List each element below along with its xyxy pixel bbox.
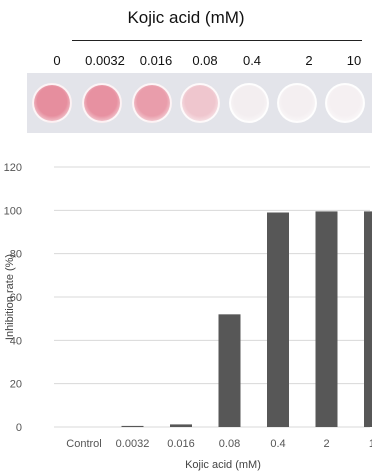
bar — [170, 424, 192, 427]
y-tick-label: 20 — [10, 379, 22, 391]
bar — [218, 314, 241, 427]
x-axis-title: Kojic acid (mM) — [185, 459, 261, 471]
concentration-label: 0.016 — [139, 53, 173, 68]
bar — [267, 212, 289, 427]
bar — [364, 211, 372, 427]
x-tick-label: 10 — [369, 438, 372, 450]
concentration-label: 2 — [305, 53, 313, 68]
x-tick-label: 0.08 — [219, 438, 240, 450]
x-tick-label: Control — [66, 438, 101, 450]
bar — [121, 425, 144, 427]
plate-well — [32, 83, 72, 123]
plate-well — [132, 83, 172, 123]
x-tick-label: 0.0032 — [116, 438, 150, 450]
plate-well — [180, 83, 220, 123]
concentration-label: 0 — [53, 53, 61, 68]
y-tick-label: 100 — [4, 205, 22, 217]
x-tick-label: 2 — [323, 438, 329, 450]
y-tick-label: 120 — [4, 162, 22, 174]
concentration-label: 0.08 — [192, 53, 218, 68]
plate-title: Kojic acid (mM) — [127, 8, 245, 27]
well-plate-photo — [27, 73, 372, 133]
y-tick-label: 80 — [10, 249, 22, 261]
concentration-label: 0.4 — [242, 53, 262, 68]
y-axis-title: Inhibition rate (%) — [4, 254, 16, 340]
x-tick-label: 0.4 — [270, 438, 285, 450]
plate-well — [229, 83, 269, 123]
concentration-label: 10 — [346, 53, 362, 68]
plate-well — [82, 83, 122, 123]
plate-well — [325, 83, 365, 123]
plate-well — [277, 83, 317, 123]
y-tick-label: 40 — [10, 335, 22, 347]
bar — [315, 211, 338, 427]
concentration-label: 0.0032 — [85, 53, 125, 68]
plate-title-underline — [72, 40, 362, 41]
y-tick-label: 60 — [10, 292, 22, 304]
inhibition-bar-chart: 0 20 40 60 80 100 120 Control 0.0032 0.016 0.08 0.4… — [4, 162, 372, 471]
y-tick-label: 0 — [16, 422, 22, 434]
x-tick-label: 0.016 — [167, 438, 195, 450]
